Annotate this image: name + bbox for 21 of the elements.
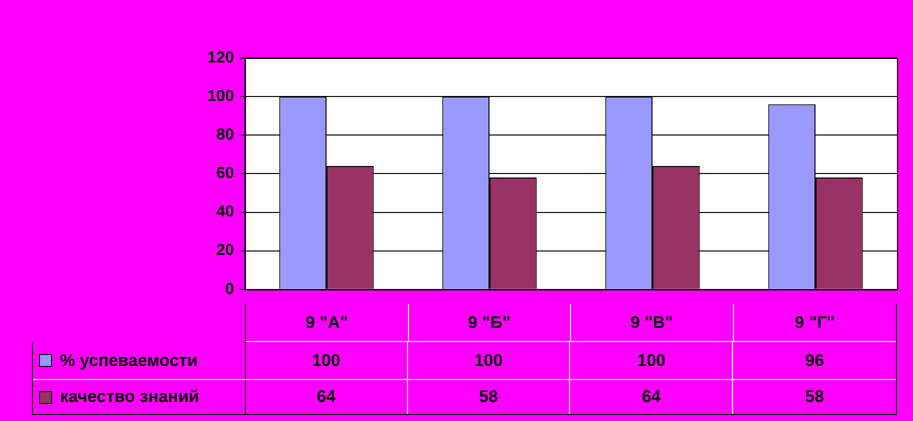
x-tick-label: 9 "Б": [408, 304, 571, 342]
y-tick-label: 20: [216, 242, 234, 260]
data-label: 96: [804, 350, 826, 372]
data-label: 58: [408, 380, 570, 414]
y-tick-label: 0: [225, 280, 234, 298]
data-label: 64: [246, 380, 408, 414]
data-label: 58: [804, 386, 826, 408]
data-label: 100: [246, 342, 408, 379]
y-tick-label: 120: [207, 49, 234, 66]
x-tick-label: 9 "Г": [734, 304, 896, 342]
x-tick-label: 9 "А": [246, 304, 408, 342]
y-tick-label: 80: [216, 126, 234, 144]
data-label: 100: [408, 342, 570, 379]
legend-label: % успеваемости: [60, 350, 198, 370]
x-tick-label: 9 "В": [571, 304, 734, 342]
legend-label: качество знаний: [60, 387, 200, 407]
y-tick-label: 100: [207, 88, 234, 105]
data-label: 100: [570, 342, 734, 379]
y-tick-label: 60: [216, 165, 234, 182]
data-label: 64: [570, 380, 734, 414]
y-tick-label: 40: [216, 204, 234, 221]
